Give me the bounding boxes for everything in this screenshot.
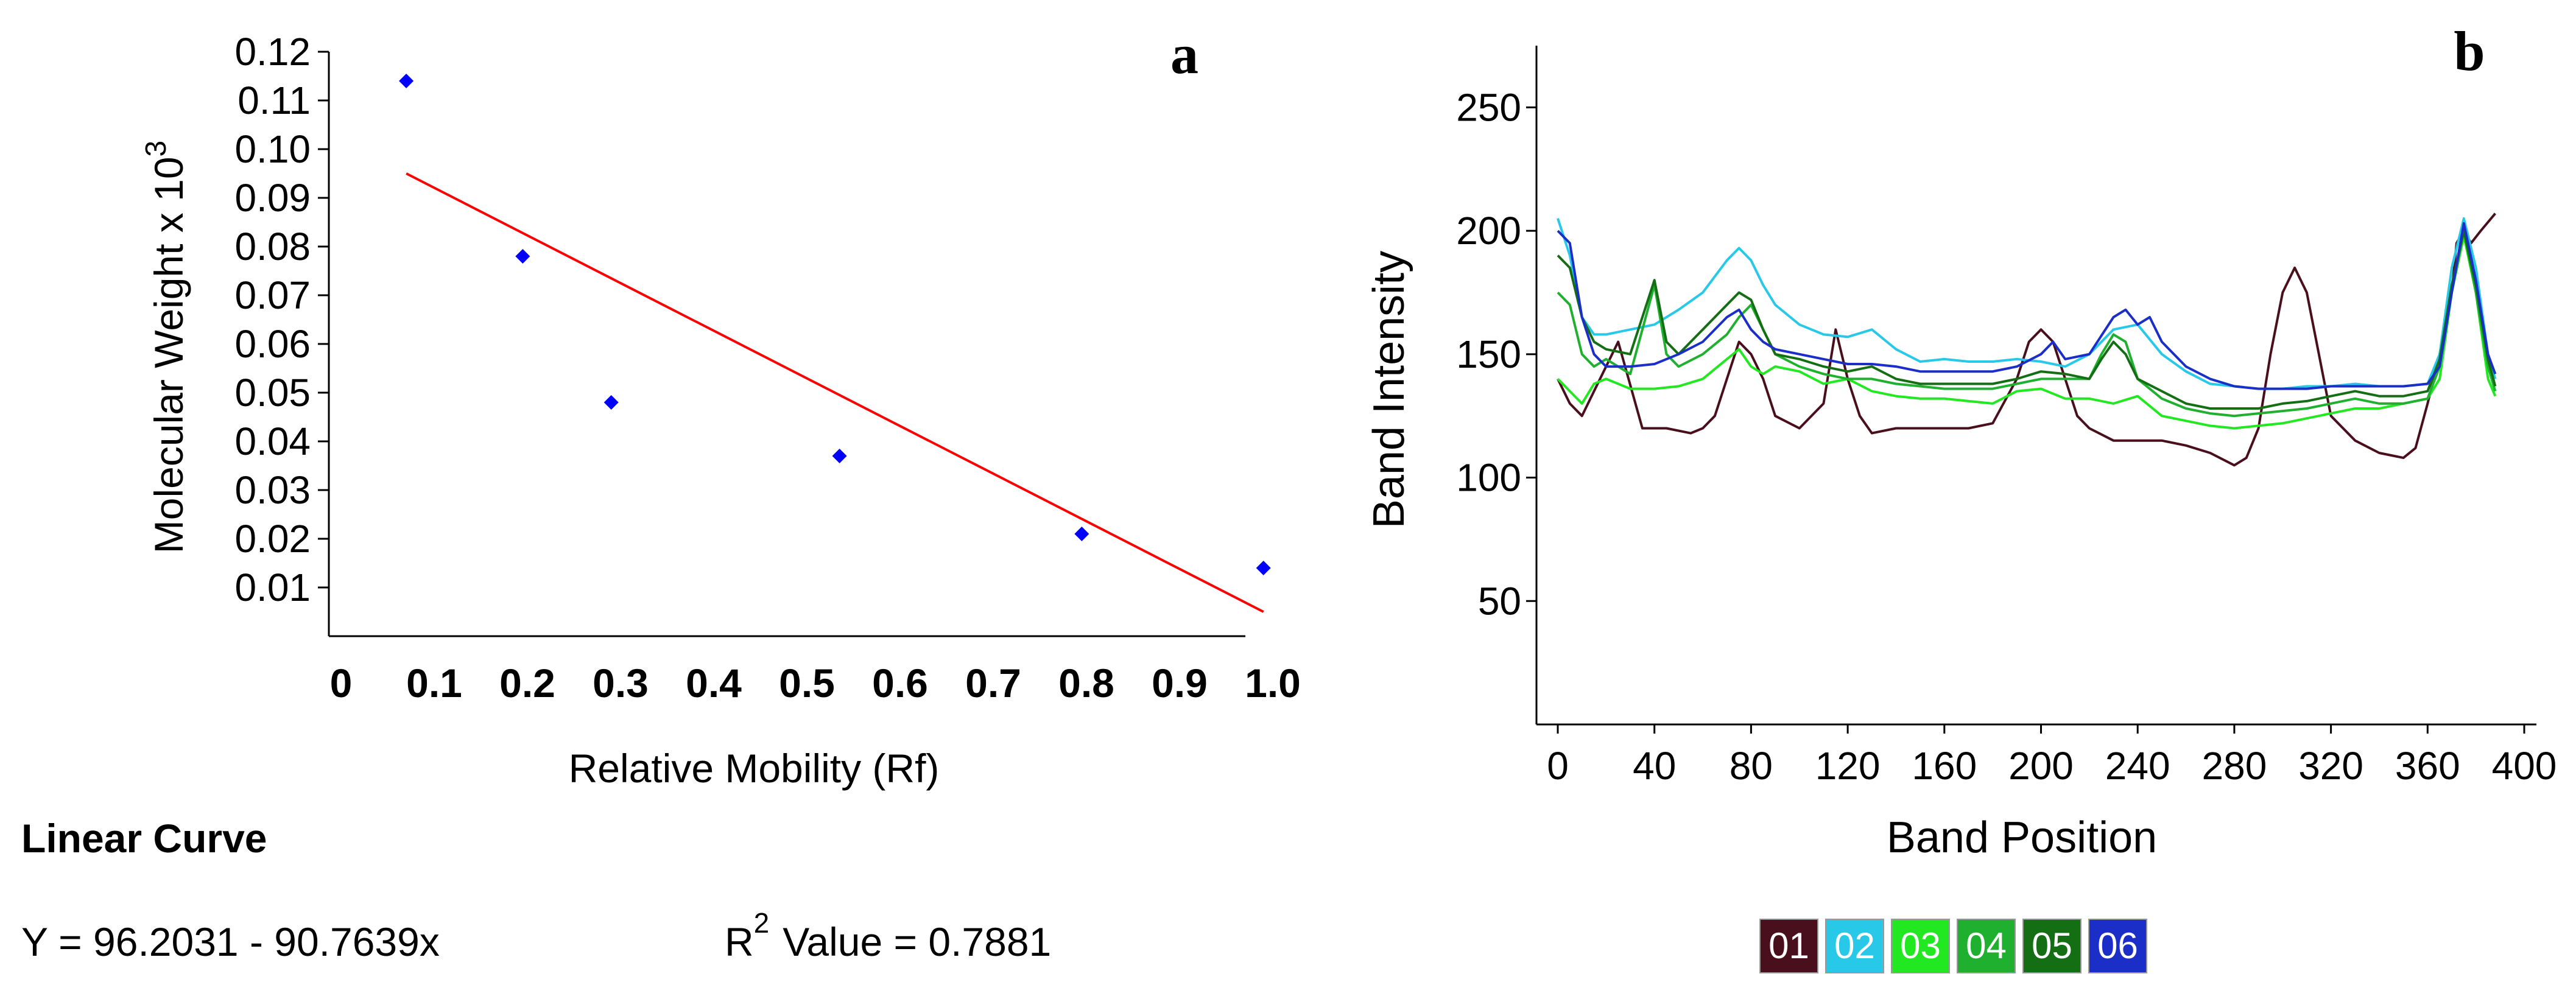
panel-a-x-tick-label: 0.8 [1058, 661, 1114, 706]
legend-swatch-06 [2088, 919, 2147, 973]
panel-b-x-tick-label: 0 [1547, 744, 1569, 788]
panel-a-x-tick-label: 0.7 [965, 661, 1021, 706]
panel-a-x-tick-label: 0.4 [686, 661, 742, 706]
r-squared-value: Value = 0.7881 [783, 919, 1051, 964]
panel-b-x-tick-label: 40 [1633, 744, 1676, 788]
legend-label-01: 01 [1768, 925, 1809, 966]
panel-b-x-tick-label: 120 [1815, 744, 1881, 788]
r-squared-exponent: 2 [754, 907, 770, 939]
series-line-02 [1557, 217, 2497, 390]
panel-a-data-point [515, 249, 530, 264]
panel-a-x-tick-label: 0.2 [499, 661, 555, 706]
panel-a-x-tick-label: 0.3 [593, 661, 649, 706]
panel-a-y-tick-label: 0.11 [238, 79, 311, 122]
panel-b-y-tick-label: 100 [1456, 456, 1521, 500]
panel-a-y-axis-label: Molecular Weight x 10 [146, 156, 191, 553]
panel-a-x-tick-label: 0.6 [872, 661, 928, 706]
panel-a-data-point [1256, 561, 1271, 575]
panel-a-label: a [1170, 23, 1198, 85]
panel-b-y-tick-label: 200 [1456, 209, 1521, 253]
panel-a-y-axis-label-group: Molecular Weight x 103 [140, 141, 191, 553]
panel-a-y-tick-label: 0.04 [234, 419, 311, 463]
panel-a-y-axis-label-exponent: 3 [140, 141, 172, 157]
panel-a-scatter-chart: 0.010.020.030.040.050.060.070.080.090.10… [21, 23, 1301, 964]
panel-a-y-tick-label: 0.09 [234, 176, 311, 220]
panel-a-data-point [1074, 527, 1089, 541]
panel-b-x-tick-label: 240 [2105, 744, 2170, 788]
panel-a-data-point [832, 449, 847, 463]
panel-b-y-tick-label: 150 [1456, 332, 1521, 376]
panel-a-y-tick-label: 0.02 [234, 517, 311, 561]
panel-a-x-tick-label: 0 [330, 661, 353, 706]
legend: 01 02 03 04 05 06 [1759, 919, 2147, 973]
legend-swatch-04 [1957, 919, 2016, 973]
panel-b-x-tick-label: 80 [1730, 744, 1773, 788]
legend-label-03: 03 [1900, 925, 1941, 966]
series-line-04 [1557, 230, 2497, 418]
legend-swatch-01 [1759, 919, 1818, 973]
panel-a-y-tick-label: 0.01 [234, 566, 311, 609]
panel-a-y-tick-label: 0.03 [234, 468, 311, 512]
panel-a-y-tick-label: 0.08 [234, 225, 311, 268]
panel-a-x-axis-label: Relative Mobility (Rf) [569, 746, 940, 791]
r-squared-label: R [725, 919, 754, 964]
panel-b-label: b [2454, 20, 2485, 82]
regression-equation: Y = 96.2031 - 90.7639x [21, 919, 440, 964]
panel-a-x-tick-label: 0.5 [779, 661, 835, 706]
legend-label-04: 04 [1966, 925, 2007, 966]
series-line-05 [1557, 230, 2497, 410]
series-line-06 [1557, 222, 2497, 390]
legend-label-05: 05 [2032, 925, 2072, 966]
panel-a-y-tick-label: 0.10 [234, 127, 311, 171]
panel-b-x-tick-label: 400 [2492, 744, 2557, 788]
panel-a-y-tick-label: 0.07 [234, 273, 311, 317]
panel-b-x-tick-label: 160 [1912, 744, 1977, 788]
legend-label-06: 06 [2097, 925, 2138, 966]
panel-a-y-tick-label: 0.05 [234, 371, 311, 415]
series-line-03 [1557, 234, 2497, 430]
panel-a-data-point [604, 395, 619, 410]
r-squared-text: R2 Value = 0.7881 [725, 907, 1051, 964]
panel-a-x-tick-label: 0.1 [406, 661, 462, 706]
panel-a-y-tick-label: 0.06 [234, 322, 311, 366]
panel-b-y-tick-label: 50 [1478, 579, 1521, 623]
panel-b-x-tick-label: 200 [2008, 744, 2074, 788]
panel-b-x-tick-label: 280 [2202, 744, 2267, 788]
panel-b-x-tick-label: 360 [2395, 744, 2460, 788]
panel-b-y-tick-label: 250 [1456, 85, 1521, 129]
linear-curve-title: Linear Curve [21, 816, 267, 861]
series-line-01 [1557, 212, 2496, 467]
panel-a-y-tick-label: 0.12 [234, 30, 311, 74]
legend-swatch-05 [2022, 919, 2082, 973]
legend-swatch-03 [1891, 919, 1950, 973]
panel-a-x-tick-label: 0.9 [1152, 661, 1208, 706]
panel-b-x-axis-label: Band Position [1887, 813, 2157, 862]
panel-a-data-point [399, 74, 414, 88]
panel-a-regression-line [406, 172, 1264, 613]
panel-b-x-tick-label: 320 [2298, 744, 2363, 788]
legend-swatch-02 [1825, 919, 1884, 973]
panel-b-y-axis-label: Band Intensity [1365, 251, 1413, 528]
panel-a-x-tick-label: 1.0 [1245, 661, 1301, 706]
legend-label-02: 02 [1834, 925, 1875, 966]
